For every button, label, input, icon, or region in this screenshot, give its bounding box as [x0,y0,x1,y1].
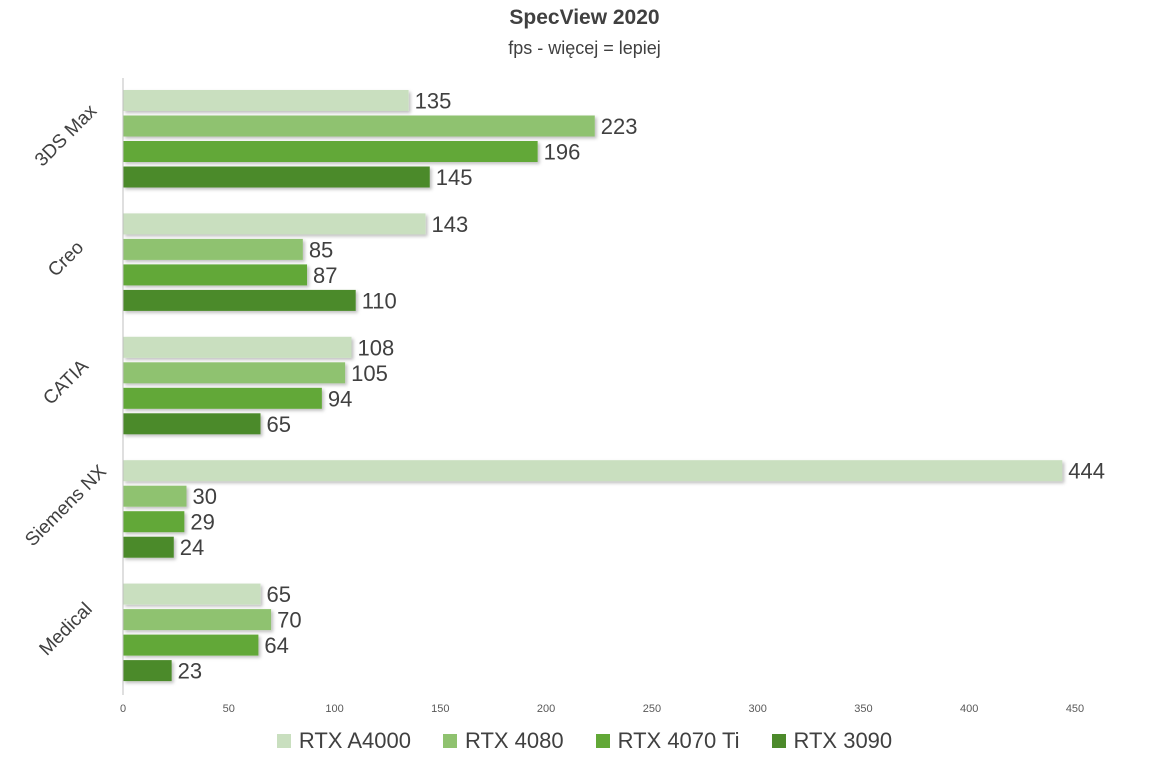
data-label: 105 [351,361,388,386]
legend-item: RTX 4080 [442,728,564,754]
bar [123,413,261,435]
x-tick-label: 400 [960,703,978,715]
data-label: 65 [267,412,291,437]
x-tick-label: 200 [537,703,555,715]
category-label: CATIA [39,356,93,410]
bar [123,166,430,188]
bar [123,511,185,533]
x-tick-label: 250 [643,703,661,715]
data-label: 145 [436,165,473,190]
bar [123,90,409,111]
legend-swatch [771,734,786,748]
bar [123,141,538,162]
legend-label: RTX 4070 Ti [617,728,740,753]
x-tick-label: 350 [854,703,872,715]
data-label: 94 [328,386,352,411]
x-tick-label: 150 [431,703,449,715]
bar [123,387,322,409]
data-label: 23 [178,659,202,684]
chart-subtitle: fps - więcej = lepiej [508,38,661,58]
data-label: 65 [267,582,291,607]
bar [123,264,308,286]
data-label: 108 [357,335,394,360]
data-label: 223 [601,114,638,139]
x-tick-label: 300 [748,703,766,715]
chart-title: SpecView 2020 [509,6,660,29]
legend-swatch [276,734,291,748]
x-tick-label: 0 [120,703,126,715]
x-tick-label: 100 [325,703,343,715]
legend-item: RTX 3090 [771,728,893,754]
data-label: 143 [432,212,469,237]
data-label: 87 [313,263,337,288]
data-label: 24 [180,535,204,560]
bar [123,213,426,235]
bar [123,485,187,507]
data-label: 135 [415,89,452,114]
legend-swatch [442,734,457,748]
bar [123,362,346,384]
legend-label: RTX 3090 [793,728,893,753]
data-label: 196 [544,140,581,165]
bar [123,609,272,631]
legend: RTX A4000 RTX 4080 RTX 4070 Ti RTX 3090 [0,728,1169,754]
data-label: 64 [264,633,288,658]
bar [123,336,352,358]
bars-layer: 1352231961451438587110108105946544430292… [123,89,1105,684]
data-label: 110 [362,288,397,313]
bar [123,660,172,682]
category-label: Siemens NX [21,461,111,551]
data-label: 444 [1068,459,1105,484]
data-label: 85 [309,237,333,262]
bar [123,460,1063,482]
legend-swatch [595,734,610,748]
bar [123,289,356,311]
category-label: Medical [36,599,97,660]
legend-label: RTX 4080 [464,728,564,753]
bar [123,634,259,656]
x-tick-label: 50 [223,703,235,715]
data-label: 29 [190,510,214,535]
bar [123,536,174,558]
bar [123,238,303,260]
legend-item: RTX 4070 Ti [595,728,740,754]
legend-label: RTX A4000 [298,728,411,753]
bar [123,115,595,137]
category-label: 3DS Max [31,100,101,170]
bar [123,583,261,605]
data-label: 30 [192,484,216,509]
data-label: 70 [277,608,301,633]
x-tick-label: 450 [1066,703,1084,715]
legend-item: RTX A4000 [276,728,411,754]
category-label: Creo [44,237,88,281]
